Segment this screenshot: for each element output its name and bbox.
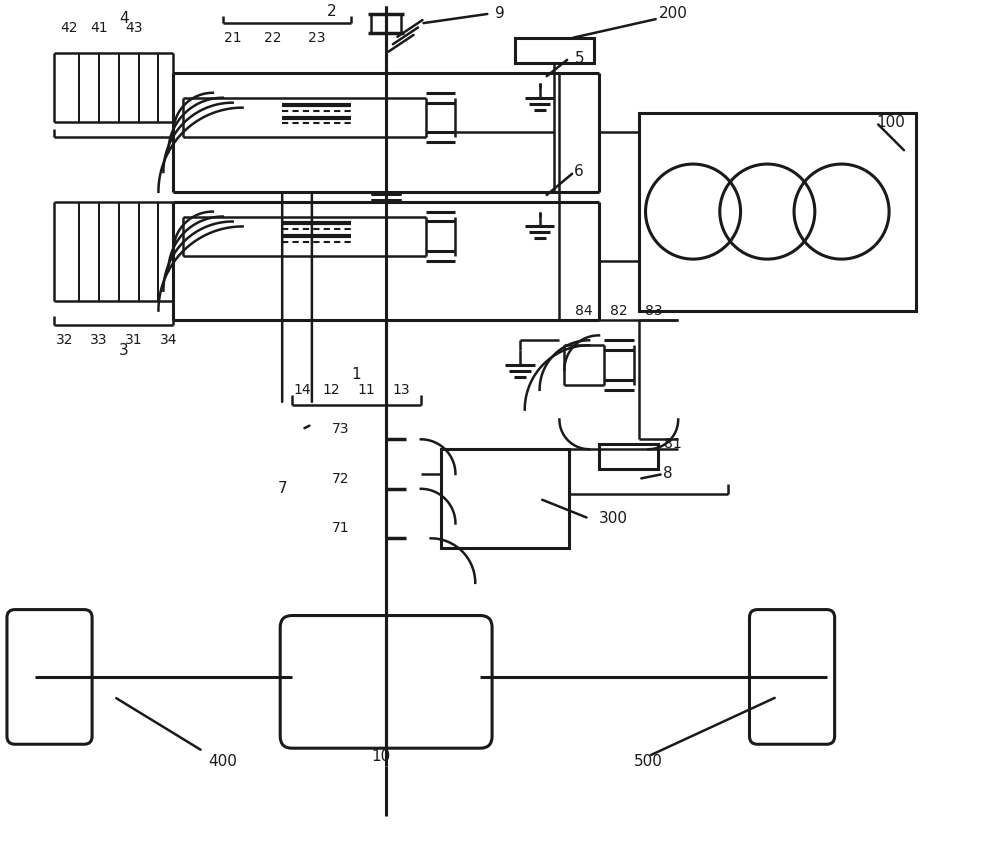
FancyBboxPatch shape bbox=[515, 38, 594, 63]
Text: 7: 7 bbox=[277, 482, 287, 496]
Text: 500: 500 bbox=[634, 754, 663, 768]
Text: 83: 83 bbox=[645, 304, 662, 318]
Text: 1: 1 bbox=[351, 367, 361, 382]
Text: 3: 3 bbox=[119, 343, 129, 358]
Text: 82: 82 bbox=[610, 304, 628, 318]
Text: 72: 72 bbox=[332, 471, 349, 486]
Text: 9: 9 bbox=[495, 6, 505, 21]
FancyBboxPatch shape bbox=[280, 616, 492, 748]
Text: 71: 71 bbox=[332, 522, 349, 535]
Text: 73: 73 bbox=[332, 422, 349, 437]
FancyBboxPatch shape bbox=[749, 610, 835, 745]
FancyBboxPatch shape bbox=[599, 444, 658, 469]
Text: 8: 8 bbox=[663, 466, 673, 482]
Text: 11: 11 bbox=[357, 382, 375, 397]
Text: 4: 4 bbox=[119, 11, 129, 26]
FancyBboxPatch shape bbox=[7, 610, 92, 745]
Text: 200: 200 bbox=[658, 6, 687, 21]
Text: 22: 22 bbox=[264, 31, 281, 45]
Text: 81: 81 bbox=[664, 438, 682, 451]
Text: 34: 34 bbox=[160, 333, 177, 348]
Text: 84: 84 bbox=[575, 304, 593, 318]
Text: 10: 10 bbox=[372, 749, 391, 763]
Text: 33: 33 bbox=[90, 333, 108, 348]
Text: 41: 41 bbox=[90, 21, 108, 36]
FancyBboxPatch shape bbox=[441, 449, 569, 548]
Text: 43: 43 bbox=[125, 21, 142, 36]
Text: 300: 300 bbox=[599, 511, 628, 526]
Text: 5: 5 bbox=[574, 51, 584, 65]
Text: 2: 2 bbox=[327, 4, 337, 20]
Text: 42: 42 bbox=[61, 21, 78, 36]
Text: 14: 14 bbox=[293, 382, 311, 397]
Text: 400: 400 bbox=[208, 754, 237, 768]
Text: 6: 6 bbox=[574, 165, 584, 180]
Text: 12: 12 bbox=[323, 382, 341, 397]
Text: 13: 13 bbox=[392, 382, 410, 397]
Text: 23: 23 bbox=[308, 31, 326, 45]
Text: 32: 32 bbox=[56, 333, 73, 348]
FancyBboxPatch shape bbox=[639, 113, 916, 310]
Text: 31: 31 bbox=[125, 333, 142, 348]
Text: 100: 100 bbox=[876, 115, 905, 130]
Text: 21: 21 bbox=[224, 31, 241, 45]
